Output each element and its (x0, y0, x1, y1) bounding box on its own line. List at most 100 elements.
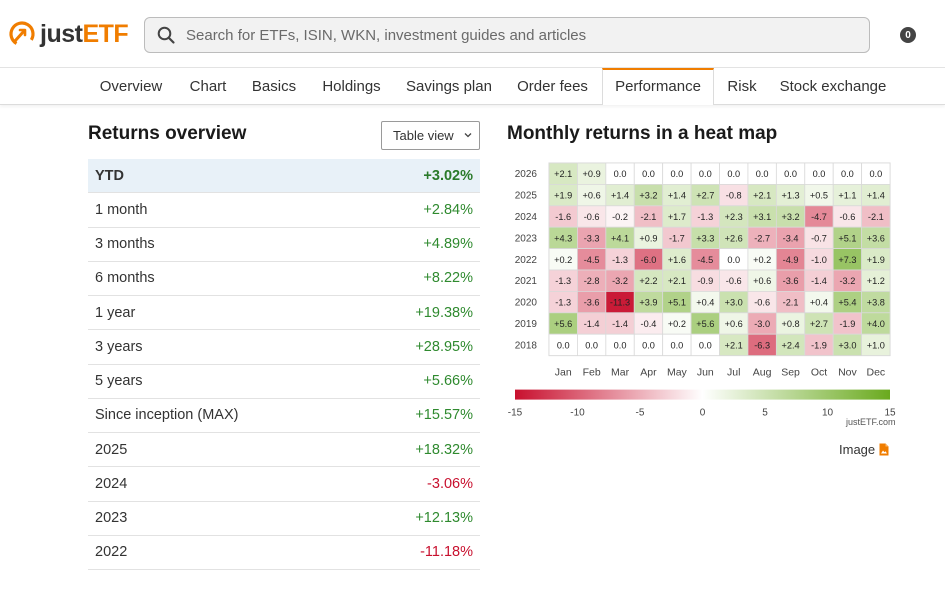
heatmap-cell-value: +1.7 (668, 212, 686, 222)
tab-stock-exchange[interactable]: Stock exchange (779, 78, 887, 95)
returns-period-label: 3 years (95, 338, 143, 355)
returns-value: +4.89% (423, 236, 473, 253)
tab-chart[interactable]: Chart (189, 78, 227, 95)
heatmap-cell-value: -1.7 (669, 233, 685, 243)
heatmap-cell-value: +0.4 (810, 298, 828, 308)
heatmap-cell-value: +0.6 (753, 276, 771, 286)
heatmap-cell-value: +1.1 (838, 191, 856, 201)
heatmap-cell-value: -3.6 (584, 298, 600, 308)
heatmap-cell-value: 0.0 (727, 255, 740, 265)
heatmap-cell-value: -1.4 (584, 319, 600, 329)
returns-row: YTD +3.02% (88, 159, 480, 194)
heatmap-cell-value: +3.2 (639, 191, 657, 201)
heatmap-cell-value: +2.2 (639, 276, 657, 286)
returns-value: -3.06% (427, 475, 473, 492)
heatmap-cell-value: -1.3 (697, 212, 713, 222)
heatmap-cell-value: +0.4 (696, 298, 714, 308)
heatmap-cell-value: +3.9 (639, 298, 657, 308)
returns-row: 2024 -3.06% (88, 467, 480, 502)
returns-value: +19.38% (415, 304, 473, 321)
heatmap-cell-value: -3.6 (783, 276, 799, 286)
tab-risk[interactable]: Risk (727, 78, 757, 95)
returns-period-label: 1 year (95, 304, 136, 321)
scale-tick-label: 15 (884, 408, 896, 418)
heatmap-cell-value: -3.4 (783, 233, 799, 243)
heatmap-cell-value: 0.0 (869, 169, 882, 179)
heatmap-month-label: Dec (866, 367, 885, 379)
heatmap-cell-value: -3.2 (839, 276, 855, 286)
heatmap-cell-value: -4.5 (697, 255, 713, 265)
heatmap-cell-value: -0.6 (726, 276, 742, 286)
returns-row: 3 years +28.95% (88, 330, 480, 365)
heatmap-cell-value: 0.0 (727, 169, 740, 179)
returns-row: 2025 +18.32% (88, 433, 480, 468)
returns-row: 2022 -11.18% (88, 536, 480, 570)
scale-tick-label: 10 (822, 408, 834, 418)
scale-tick-label: -5 (636, 408, 645, 418)
heatmap-cell-value: 0.0 (557, 340, 570, 350)
returns-row: 2023 +12.13% (88, 502, 480, 536)
heatmap-cell-value: -0.7 (811, 233, 827, 243)
heatmap-year-label: 2018 (515, 340, 538, 351)
heatmap-chart: 2026 +2.1 +0.9 0.0 0.0 0.0 0.0 0.0 0.0 0.0 0.0 0.0 0… (508, 162, 896, 418)
heatmap-cell-value: -11.3 (610, 298, 630, 308)
returns-value: +12.13% (415, 510, 473, 527)
heatmap-cell-value: -2.7 (754, 233, 770, 243)
heatmap-year-label: 2019 (515, 319, 538, 330)
heatmap-cell-value: +1.3 (781, 191, 799, 201)
heatmap-cell-value: +7.3 (838, 255, 856, 265)
tab-bar: Overview Chart Basics Holdings Savings p… (0, 68, 945, 105)
notification-badge[interactable]: 0 (900, 27, 916, 43)
heatmap-color-scale (515, 389, 890, 400)
justetf-logo[interactable]: justETF (8, 18, 129, 50)
returns-row: 1 year +19.38% (88, 296, 480, 331)
heatmap-cell-value: -0.6 (584, 212, 600, 222)
returns-period-label: 2022 (95, 544, 128, 561)
heatmap-cell-value: +3.8 (867, 298, 885, 308)
heatmap-cell-value: -2.1 (641, 212, 657, 222)
heatmap-cell-value: -1.3 (555, 298, 571, 308)
heatmap-cell-value: +5.1 (668, 298, 686, 308)
search-bar[interactable] (144, 17, 870, 53)
heatmap-cell-value: +1.9 (554, 191, 572, 201)
tab-savings-plan[interactable]: Savings plan (406, 78, 492, 95)
heatmap-cell-value: -4.5 (584, 255, 600, 265)
heatmap-cell-value: -3.2 (612, 276, 628, 286)
heatmap-cell-value: +2.6 (725, 233, 743, 243)
heatmap-cell-value: +4.3 (554, 233, 572, 243)
image-download-link[interactable]: Image (839, 442, 889, 457)
site-header: justETF 0 (0, 0, 945, 68)
heatmap-cell-value: +3.6 (867, 233, 885, 243)
heatmap-year-label: 2026 (515, 169, 538, 180)
heatmap-month-label: Mar (611, 367, 630, 379)
heatmap-cell-value: +2.1 (753, 191, 771, 201)
returns-value: +28.95% (415, 338, 473, 355)
heatmap-year-label: 2023 (515, 233, 538, 244)
heatmap-cell-value: +3.1 (753, 212, 771, 222)
returns-value: +15.57% (415, 407, 473, 424)
heatmap-cell-value: 0.0 (642, 169, 655, 179)
tab-performance[interactable]: Performance (602, 68, 714, 105)
heatmap-cell-value: 0.0 (699, 340, 712, 350)
tab-overview[interactable]: Overview (99, 78, 163, 95)
tab-basics[interactable]: Basics (251, 78, 297, 95)
returns-period-label: 6 months (95, 270, 155, 287)
view-select[interactable]: Table view (381, 121, 480, 150)
heatmap-cell-value: -1.3 (612, 255, 628, 265)
returns-row: 3 months +4.89% (88, 228, 480, 262)
returns-row: 1 month +2.84% (88, 193, 480, 228)
tab-holdings[interactable]: Holdings (322, 78, 381, 95)
returns-period-label: 2023 (95, 510, 128, 527)
search-input[interactable] (186, 26, 836, 44)
returns-value: -11.18% (420, 544, 473, 561)
heatmap-cell-value: -1.3 (555, 276, 571, 286)
heatmap-cell-value: -0.9 (697, 276, 713, 286)
image-link-label: Image (839, 442, 876, 457)
heatmap-cell-value: 0.0 (841, 169, 854, 179)
returns-period-label: 1 month (95, 201, 148, 218)
scale-tick-label: 0 (700, 408, 706, 418)
heatmap-cell-value: +0.9 (583, 169, 601, 179)
tab-order-fees[interactable]: Order fees (517, 78, 588, 95)
heatmap-cell-value: +1.4 (668, 191, 686, 201)
heatmap-cell-value: -2.1 (868, 212, 884, 222)
